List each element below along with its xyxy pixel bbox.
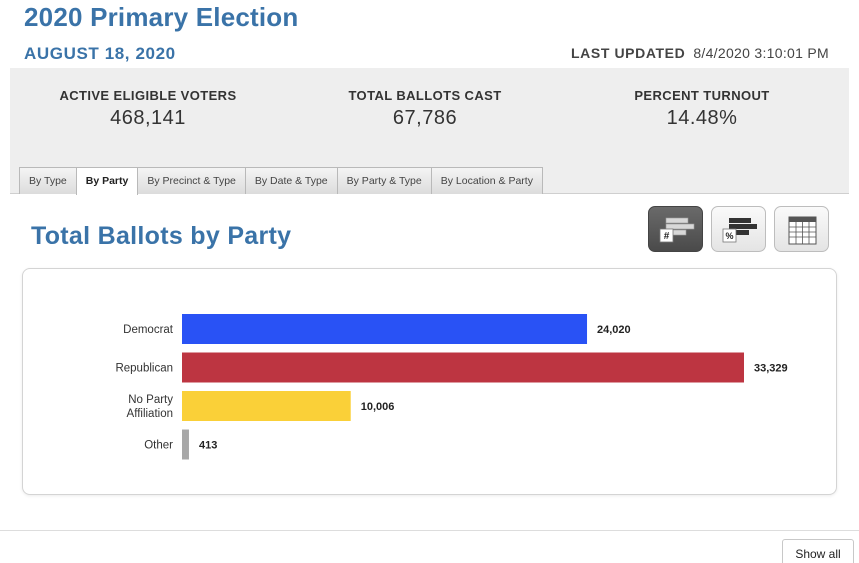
tab-by-precinct-type[interactable]: By Precinct & Type xyxy=(137,167,246,194)
last-updated: LAST UPDATED 8/4/2020 3:10:01 PM xyxy=(571,45,829,61)
category-label: No Party Affiliation xyxy=(127,394,174,420)
footer-divider xyxy=(0,530,859,531)
count-symbol: # xyxy=(664,231,670,242)
bar-other[interactable] xyxy=(182,429,189,460)
bar-republican[interactable] xyxy=(182,352,744,383)
value-label: 24,020 xyxy=(597,324,631,336)
tab-by-location-party[interactable]: By Location & Party xyxy=(430,167,543,194)
count-view-button[interactable]: # xyxy=(648,206,703,252)
value-label: 33,329 xyxy=(754,363,788,375)
tab-by-party-type[interactable]: By Party & Type xyxy=(336,167,432,194)
chart-card: 24,020 Democrat 33,329 Republican 10,006 No P… xyxy=(22,268,837,495)
tab-bar: By Type By Party By Precinct & Type By D… xyxy=(19,167,543,195)
stat-ballots-cast: TOTAL BALLOTS CAST 67,786 xyxy=(295,88,555,130)
page-title: 2020 Primary Election xyxy=(24,2,299,32)
stat-ballots-label: TOTAL BALLOTS CAST xyxy=(348,88,502,103)
count-chart-icon: # xyxy=(659,217,695,243)
category-label: Other xyxy=(144,440,173,452)
stat-eligible-label: ACTIVE ELIGIBLE VOTERS xyxy=(59,88,237,103)
party-bar-chart: 24,020 Democrat 33,329 Republican 10,006 No P… xyxy=(115,314,788,460)
percent-symbol: % xyxy=(725,231,733,241)
value-label: 413 xyxy=(199,440,217,452)
table-grid-icon xyxy=(788,216,817,245)
bar-no-party-affiliation[interactable] xyxy=(182,391,351,421)
value-label: 10,006 xyxy=(361,401,395,413)
section-title: Total Ballots by Party xyxy=(31,222,292,250)
tab-by-type[interactable]: By Type xyxy=(19,167,77,194)
stat-eligible-value: 468,141 xyxy=(110,107,186,129)
tab-by-date-type[interactable]: By Date & Type xyxy=(244,167,338,194)
stat-turnout-value: 14.48% xyxy=(666,107,738,129)
category-label: Democrat xyxy=(123,324,174,336)
table-view-button[interactable] xyxy=(774,206,829,252)
bar-democrat[interactable] xyxy=(182,314,588,344)
tab-by-party[interactable]: By Party xyxy=(75,167,139,195)
stat-eligible-voters: ACTIVE ELIGIBLE VOTERS 468,141 xyxy=(18,88,278,130)
stat-ballots-value: 67,786 xyxy=(392,107,458,129)
percent-chart-icon: % xyxy=(722,218,757,243)
last-updated-value: 8/4/2020 3:10:01 PM xyxy=(693,45,829,61)
show-all-button[interactable]: Show all xyxy=(782,539,854,563)
stat-turnout: PERCENT TURNOUT 14.48% xyxy=(572,88,832,130)
stat-turnout-label: PERCENT TURNOUT xyxy=(634,88,770,103)
percent-view-button[interactable]: % xyxy=(711,206,766,252)
category-label: Republican xyxy=(115,363,173,375)
last-updated-label: LAST UPDATED xyxy=(571,45,686,61)
election-date: AUGUST 18, 2020 xyxy=(24,44,176,63)
